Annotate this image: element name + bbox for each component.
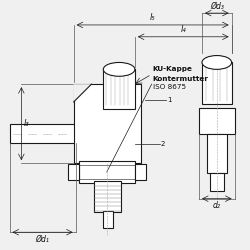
Bar (78, 161, 135, 183)
Bar (94, 181, 121, 212)
Bar (74, 84, 141, 163)
Text: Ød₁: Ød₁ (36, 235, 50, 244)
Bar (210, 173, 224, 191)
Text: Kontermutter: Kontermutter (153, 76, 208, 82)
Bar (202, 62, 232, 104)
Bar (10, 124, 76, 144)
Bar (68, 164, 78, 180)
Ellipse shape (103, 62, 135, 76)
Polygon shape (74, 84, 92, 102)
Text: Ød₃: Ød₃ (210, 2, 224, 11)
Text: ISO 8675: ISO 8675 (153, 84, 186, 90)
Ellipse shape (202, 56, 232, 69)
Text: 2: 2 (160, 142, 165, 148)
Text: l₅: l₅ (150, 14, 156, 22)
Text: l₃: l₃ (24, 119, 30, 128)
Text: KU-Kappe: KU-Kappe (153, 66, 192, 72)
Text: 1: 1 (168, 97, 172, 103)
Bar (103, 210, 113, 228)
Text: d₂: d₂ (213, 201, 221, 210)
Bar (199, 108, 234, 134)
Text: l₄: l₄ (180, 25, 186, 34)
Bar (103, 69, 135, 109)
Bar (135, 164, 146, 180)
Bar (207, 134, 227, 173)
